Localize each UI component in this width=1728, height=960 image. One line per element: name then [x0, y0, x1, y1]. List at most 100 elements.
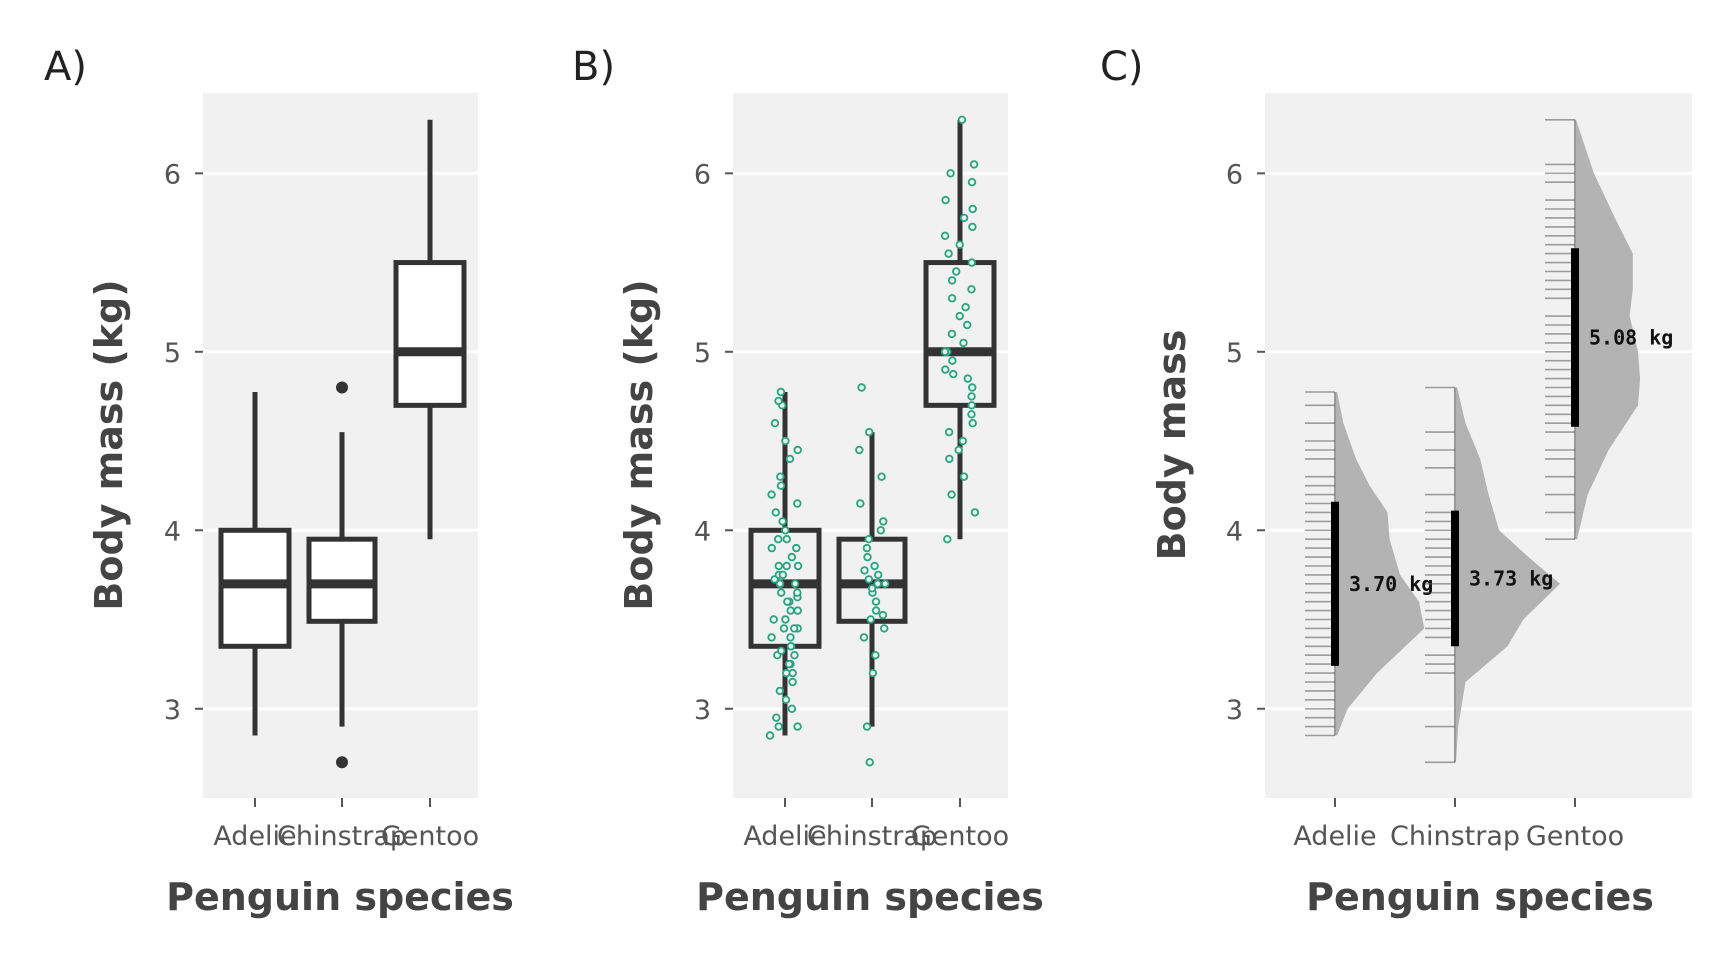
jitter-point [957, 115, 967, 124]
jitter-point [963, 374, 972, 383]
jitter-point [968, 419, 977, 428]
jitter-point [778, 517, 787, 526]
jitter-point [787, 552, 797, 562]
jitter-point [793, 561, 803, 571]
jitter-point [968, 222, 977, 232]
jitter-point [857, 383, 866, 392]
jitter-point [866, 615, 875, 624]
jitter-point [880, 624, 889, 633]
jitter-point [947, 294, 957, 303]
jitter-point [767, 543, 776, 553]
jitter-point [790, 579, 800, 588]
jitter-point [793, 588, 802, 597]
jitter-point [786, 642, 796, 651]
jitter-point [864, 535, 873, 544]
jitter-point [947, 276, 957, 285]
jitter-point [782, 535, 791, 544]
jitter-point [770, 419, 780, 428]
jitter-point [863, 552, 872, 562]
jitter-point [945, 454, 954, 464]
jitter-point [793, 499, 802, 508]
x-tick-label: Adelie [743, 821, 826, 852]
jitter-point [775, 579, 785, 588]
jitter-point [781, 695, 791, 704]
jitter-point [774, 561, 783, 571]
jitter-point [774, 396, 783, 406]
jitter-point [781, 436, 790, 446]
plot-background [1265, 93, 1692, 798]
jitter-point [867, 584, 877, 593]
y-tick-label: 5 [1226, 338, 1243, 369]
jitter-point [955, 240, 964, 249]
x-tick-label: Gentoo [381, 821, 479, 852]
jitter-point [947, 490, 956, 499]
jitter-point [940, 347, 950, 356]
x-tick-label: Adelie [213, 821, 296, 852]
jitter-point [786, 633, 795, 642]
jitter-point [871, 651, 880, 660]
density-adelie [1335, 392, 1425, 736]
y-tick-label: 6 [1226, 159, 1243, 190]
jitter-point [785, 454, 795, 464]
jitter-point [774, 722, 783, 731]
outlier-point [336, 381, 348, 394]
jitter-point [864, 575, 874, 584]
jitter-point [967, 285, 976, 294]
y-tick-label: 4 [164, 516, 181, 547]
y-tick-label: 4 [694, 516, 711, 547]
jitter-point [777, 588, 786, 597]
jitter-point [967, 401, 976, 410]
jitter-point [940, 231, 950, 240]
jitter-point [949, 369, 958, 379]
panel-c: 3 4 5 6 Adelie Chinstrap Gentoo 3.70 kg 3.73 kg 5… [1100, 44, 1692, 919]
jitter-point [779, 624, 789, 633]
jitter-point [778, 570, 788, 580]
y-axis-title-c: Body mass [1150, 330, 1194, 561]
jitter-point [774, 535, 783, 544]
y-tick-label: 6 [164, 159, 181, 190]
density-gentoo [1575, 119, 1641, 540]
box-gentoo [923, 260, 997, 408]
jitter-point [877, 472, 886, 481]
jitter-point [781, 526, 790, 535]
jitter-point [781, 615, 790, 624]
jitter-point [968, 383, 977, 392]
jitter-point [769, 615, 778, 624]
jitter-point [771, 508, 780, 517]
jitter-point [788, 677, 797, 687]
jitter-point [959, 472, 969, 481]
jitter-point [878, 610, 888, 620]
jitter-point [870, 561, 879, 571]
jitter-point [793, 606, 802, 615]
jitter-point [865, 427, 874, 437]
mean-label: 3.70 kg [1349, 572, 1433, 596]
panel-label-b: B) [572, 44, 615, 90]
jitter-point [871, 606, 881, 615]
jitter-point [961, 303, 970, 312]
jitter-point [943, 535, 952, 544]
jitter-point [765, 731, 775, 740]
jitter-point [941, 195, 950, 205]
jitter-point [767, 633, 776, 642]
y-tick-label: 3 [164, 695, 181, 726]
jitter-point [958, 436, 967, 446]
jitter-point [959, 213, 969, 223]
jitter-point [767, 490, 776, 499]
jitter-point [944, 249, 953, 258]
y-tick-label: 3 [1226, 695, 1243, 726]
jitter-point [955, 311, 964, 321]
jitter-point [963, 320, 972, 330]
jitter-point [876, 526, 885, 535]
jitter-point [948, 356, 957, 365]
jitter-point [786, 606, 795, 615]
x-tick-label: Chinstrap [807, 821, 937, 852]
y-tick-label: 5 [694, 338, 711, 369]
panel-label-c: C) [1100, 44, 1144, 90]
jitter-point [969, 160, 979, 169]
jitter-point [959, 338, 968, 348]
jitter-point [871, 597, 881, 606]
jitter-point [790, 624, 799, 633]
